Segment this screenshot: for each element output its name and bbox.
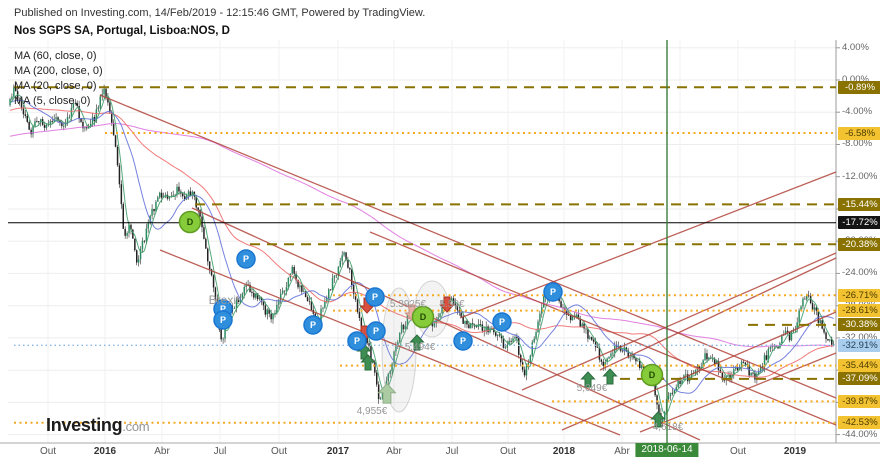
x-axis-label: Out <box>39 446 57 457</box>
y-axis-label: -12.00% <box>842 171 878 182</box>
pivot-marker-label: P <box>460 336 466 346</box>
price-level-badge: -26.71% <box>838 289 880 302</box>
y-axis-label: -8.00% <box>842 138 873 149</box>
investing-logo-suffix: .com <box>122 419 150 434</box>
x-axis-label: Jul <box>445 446 459 457</box>
buy-arrow-icon <box>602 368 618 385</box>
ma-line-20 <box>9 99 834 394</box>
x-axis-label: Abr <box>386 446 402 457</box>
published-info: Published on Investing.com, 14/Feb/2019 … <box>14 7 426 19</box>
buy-arrow-icon <box>580 371 596 388</box>
pivot-marker <box>366 321 386 341</box>
pivot-marker-label: P <box>310 320 316 330</box>
sell-arrow-icon <box>439 296 455 313</box>
signal-marker <box>411 305 435 329</box>
price-level-badge: -0.89% <box>838 81 880 94</box>
price-level-badge: -30.38% <box>838 318 880 331</box>
ma-line-200 <box>9 122 834 348</box>
pivot-marker-label: P <box>499 317 505 327</box>
pivot-marker <box>453 331 473 351</box>
pivot-marker <box>365 287 385 307</box>
trend-line <box>521 252 837 391</box>
price-level-badge: -42.53% <box>838 416 880 429</box>
pivot-marker-label: P <box>354 336 360 346</box>
y-axis-label: 0.00% <box>842 74 869 85</box>
legend-item-ma-1: MA (200, close, 0) <box>14 65 103 77</box>
pivot-marker <box>303 315 323 335</box>
x-axis-label: Abr <box>614 446 630 457</box>
x-axis-label: Out <box>270 446 288 457</box>
trend-line <box>159 249 621 436</box>
y-axis-label: -32.00% <box>842 332 878 343</box>
trend-line <box>369 231 837 426</box>
pivot-marker <box>213 310 233 330</box>
x-axis-label: 2017 <box>326 446 350 457</box>
price-annotation: 4,955€ <box>357 406 388 417</box>
legend-item-ma-3: MA (5, close, 0) <box>14 95 91 107</box>
pivot-marker-label: P <box>373 326 379 336</box>
legend-item-ma-0: MA (60, close, 0) <box>14 50 97 62</box>
price-level-badge: -20.38% <box>838 238 880 251</box>
trend-line <box>99 94 837 399</box>
y-axis-label: -4.00% <box>842 106 873 117</box>
pivot-marker-label: P <box>220 315 226 325</box>
price-level-badge: -15.44% <box>838 198 880 211</box>
signal-marker <box>640 363 664 387</box>
investing-logo-bold: Investing <box>46 415 123 435</box>
event-date-badge: 2018-06-14 <box>635 443 699 457</box>
pivot-marker <box>236 249 256 269</box>
investing-logo: Investing.com <box>46 415 150 436</box>
y-axis-label: -44.00% <box>842 429 878 440</box>
pivot-marker-label: P <box>243 254 249 264</box>
price-level-badge: -28.61% <box>838 304 880 317</box>
y-axis-label: -24.00% <box>842 267 878 278</box>
pivot-marker <box>347 331 367 351</box>
x-axis-label: Out <box>729 446 747 457</box>
buy-arrow-icon <box>377 382 397 404</box>
pivot-marker <box>492 312 512 332</box>
buy-arrow-icon <box>650 411 666 428</box>
candle-wicks <box>9 83 834 427</box>
price-annotation: 5,049€ <box>577 383 608 394</box>
x-axis-label: 2016 <box>93 446 117 457</box>
signal-marker-label: D <box>649 370 656 380</box>
price-level-badge: -35.44% <box>838 359 880 372</box>
signal-marker <box>178 210 202 234</box>
buy-arrow-icon <box>409 334 425 351</box>
x-axis-label: Jul <box>213 446 227 457</box>
price-level-badge: -17.72% <box>838 216 880 229</box>
price-level-badge: -39.87% <box>838 395 880 408</box>
price-annotation: Brexit <box>209 293 240 307</box>
signal-marker-label: D <box>420 312 427 322</box>
price-annotation: 5,494€ <box>405 342 436 353</box>
price-level-badge: -6.58% <box>838 127 880 140</box>
signal-marker-label: D <box>187 217 194 227</box>
price-level-badge: -37.09% <box>838 372 880 385</box>
buy-arrow-icon <box>360 354 376 371</box>
current-price-badge: -32.91% <box>838 339 880 352</box>
pivot-marker-label: P <box>220 304 226 314</box>
pivot-marker <box>543 282 563 302</box>
x-axis-label: 2018 <box>552 446 576 457</box>
x-axis-label: 2019 <box>783 446 807 457</box>
price-annotation: 5.50€ <box>439 299 464 310</box>
x-axis-label: Out <box>499 446 517 457</box>
x-axis-label: Abr <box>154 446 170 457</box>
pivot-marker-label: P <box>550 287 556 297</box>
ma-legend: MA (60, close, 0) MA (200, close, 0) MA (2… <box>14 49 103 109</box>
legend-item-ma-2: MA (20, close, 0) <box>14 80 97 92</box>
price-annotation: 4,618€ <box>653 422 684 433</box>
y-axis-label: 4.00% <box>842 42 869 53</box>
trend-line <box>561 311 837 431</box>
trend-line <box>599 257 837 371</box>
price-annotation: 5.3925€ <box>390 299 427 310</box>
pivot-marker-label: P <box>372 292 378 302</box>
trend-line <box>191 207 701 441</box>
up-candles <box>9 87 835 423</box>
instrument-title: Nos SGPS SA, Portugal, Lisboa:NOS, D <box>14 25 230 37</box>
